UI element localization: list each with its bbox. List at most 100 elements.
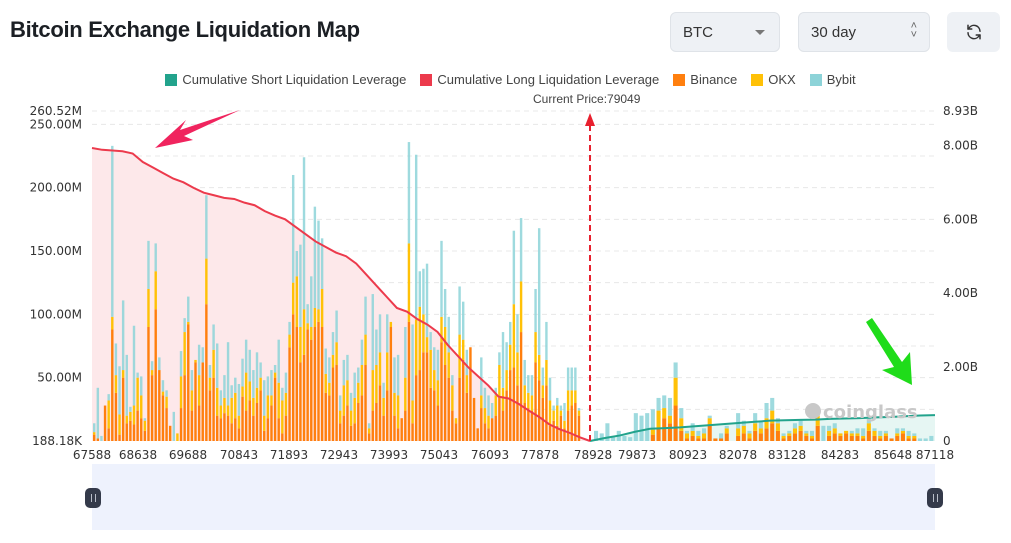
zoom-handle-left[interactable] — [85, 488, 101, 508]
bar-okx — [498, 364, 501, 398]
bar-bybit — [443, 288, 447, 327]
bar-okx — [176, 433, 179, 441]
bar-okx — [165, 396, 168, 409]
long-cum-line — [91, 146, 591, 442]
bar-binance — [107, 428, 110, 441]
bar-okx — [219, 405, 223, 419]
bar-okx — [656, 410, 661, 429]
bar-bybit — [633, 413, 638, 441]
bar-binance — [451, 410, 454, 441]
refresh-button[interactable] — [947, 12, 1000, 52]
bar-bybit — [183, 318, 186, 333]
bar-okx — [787, 433, 792, 436]
bar-bybit — [519, 218, 523, 282]
bar-binance — [404, 410, 407, 441]
bar-binance — [469, 347, 472, 441]
bar-bybit — [530, 375, 534, 396]
bar-okx — [900, 430, 905, 434]
bar-okx — [861, 435, 866, 439]
bar-binance — [389, 326, 393, 441]
bar-okx — [696, 435, 701, 439]
bar-bybit — [701, 428, 707, 434]
bar-binance — [194, 362, 197, 441]
bar-okx — [244, 372, 248, 411]
bar-binance — [364, 364, 367, 441]
legend-item-long-cum[interactable]: Cumulative Long Liquidation Leverage — [420, 72, 659, 87]
bar-okx — [872, 430, 877, 436]
bar-binance — [187, 324, 190, 441]
bar-bybit — [93, 423, 96, 433]
bar-okx — [306, 323, 309, 330]
bar-binance — [291, 314, 295, 441]
bar-okx — [764, 418, 769, 429]
bar-bybit — [878, 430, 883, 436]
bar-bybit — [281, 387, 284, 401]
pink-arrow-icon — [155, 110, 240, 148]
bar-okx — [187, 321, 190, 325]
x-tick-label: 72943 — [320, 448, 358, 462]
y-left-tick-label: 50.00M — [37, 371, 82, 385]
bar-binance — [443, 364, 447, 441]
bar-bybit — [480, 357, 483, 396]
bar-bybit — [462, 301, 465, 340]
bar-okx — [878, 435, 883, 439]
bar-bybit — [255, 352, 259, 388]
bar-okx — [798, 425, 803, 431]
bar-binance — [150, 375, 154, 441]
bar-bybit — [212, 324, 215, 350]
bar-binance — [701, 438, 707, 441]
legend-item-short-cum[interactable]: Cumulative Short Liquidation Leverage — [165, 72, 406, 87]
bar-okx — [883, 433, 888, 436]
bar-bybit — [832, 423, 837, 429]
bar-okx — [458, 334, 461, 378]
bar-okx — [849, 433, 854, 436]
legend-item-bybit[interactable]: Bybit — [809, 72, 856, 87]
bar-bybit — [241, 358, 244, 387]
bar-binance — [114, 392, 118, 441]
bar-binance — [179, 408, 183, 441]
bar-okx — [129, 411, 132, 421]
bar-binance — [527, 408, 530, 441]
bar-bybit — [219, 390, 223, 406]
bar-bybit — [425, 263, 429, 338]
x-tick-label: 80923 — [669, 448, 707, 462]
period-select[interactable]: 30 day ˄ ˅ — [798, 12, 930, 52]
bar-binance — [317, 321, 320, 441]
coin-select-value: BTC — [683, 23, 713, 41]
bar-binance — [422, 352, 425, 441]
zoom-handle-right[interactable] — [927, 488, 943, 508]
bar-binance — [798, 430, 803, 441]
bar-okx — [259, 377, 262, 391]
legend-item-okx[interactable]: OKX — [751, 72, 796, 87]
zoom-slider-track[interactable] — [92, 464, 935, 530]
bar-okx — [487, 415, 490, 429]
legend-item-binance[interactable]: Binance — [673, 72, 737, 87]
bar-binance — [570, 405, 573, 441]
bar-okx — [662, 408, 667, 419]
y-right-tick-label: 0 — [943, 434, 951, 448]
bar-binance — [906, 438, 911, 441]
bar-binance — [667, 423, 672, 441]
bar-bybit — [505, 342, 508, 371]
bar-binance — [273, 377, 277, 441]
bar-bybit — [809, 430, 815, 436]
y-left-tick-label: 250.00M — [30, 117, 82, 131]
bar-bybit — [208, 364, 212, 378]
bar-binance — [306, 329, 309, 441]
coin-select[interactable]: BTC — [670, 12, 780, 52]
bar-bybit — [490, 402, 494, 419]
bar-bybit — [237, 383, 241, 416]
bar-binance — [574, 402, 577, 441]
bar-bybit — [375, 329, 378, 365]
bar-okx — [433, 370, 436, 391]
bar-bybit — [187, 296, 190, 322]
y-left-tick-label: 100.00M — [30, 307, 82, 321]
bar-okx — [414, 319, 418, 376]
bar-okx — [505, 370, 508, 391]
bar-binance — [393, 415, 396, 441]
bar-bybit — [917, 438, 923, 441]
bar-okx — [724, 428, 729, 434]
bar-okx — [519, 281, 523, 333]
bar-okx — [809, 435, 815, 439]
bar-binance — [832, 433, 837, 441]
